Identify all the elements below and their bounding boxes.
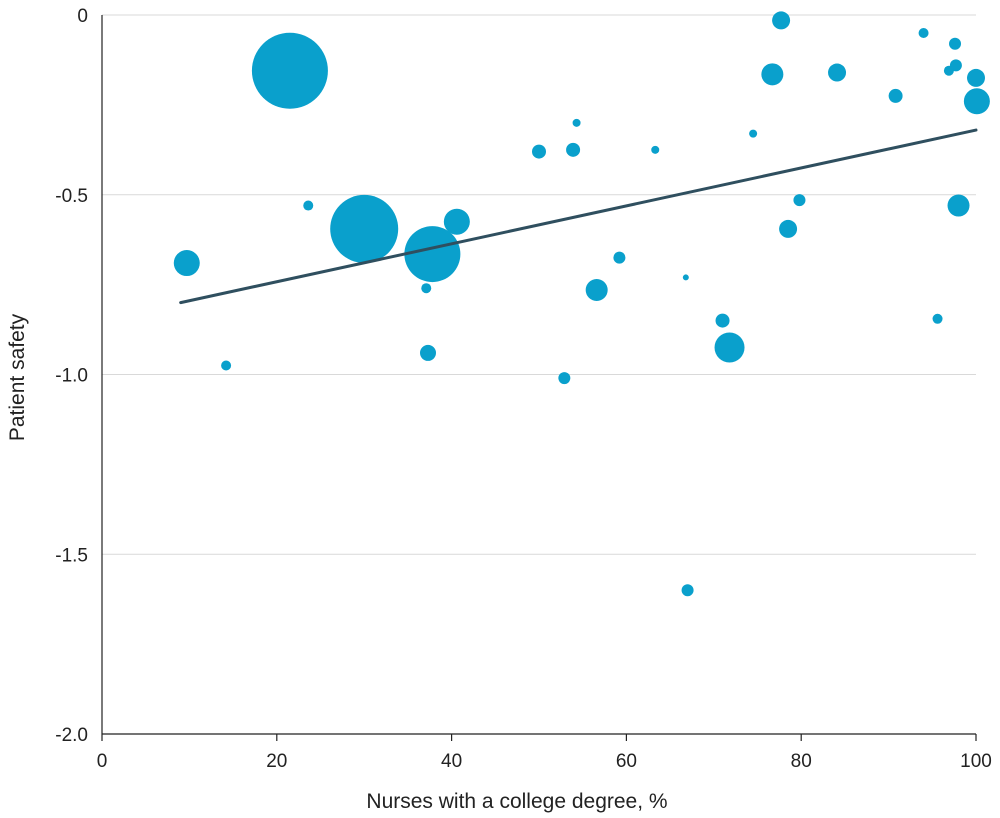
x-tick-label: 40	[441, 751, 462, 772]
axes	[101, 15, 976, 735]
gridlines	[102, 14, 976, 555]
data-point-22	[772, 11, 791, 30]
data-point-34	[963, 88, 990, 115]
data-point-29	[943, 65, 954, 76]
data-point-25	[828, 63, 847, 82]
x-tick-label: 80	[791, 751, 812, 772]
data-point-33	[967, 68, 985, 87]
data-point-16	[682, 274, 689, 281]
data-point-9	[532, 144, 546, 159]
data-point-27	[918, 27, 929, 38]
data-point-0	[251, 32, 328, 109]
data-point-7	[421, 283, 432, 294]
data-point-6	[303, 200, 314, 211]
fit-line	[179, 128, 978, 305]
data-point-12	[558, 372, 571, 385]
y-tick-label: -0.5	[55, 186, 88, 207]
data-point-32	[947, 194, 970, 217]
y-tick-label: -1.0	[55, 366, 88, 387]
data-point-13	[585, 279, 608, 302]
x-tick-label: 60	[616, 751, 637, 772]
data-point-11	[572, 118, 581, 127]
y-tick-label: -2.0	[55, 725, 88, 746]
x-tick-label: 100	[960, 751, 992, 772]
x-tick-label: 20	[266, 751, 287, 772]
data-point-23	[779, 219, 798, 238]
data-point-4	[173, 250, 200, 277]
data-point-2	[404, 226, 461, 283]
data-point-3	[443, 208, 470, 235]
data-point-15	[651, 145, 660, 154]
data-point-5	[221, 360, 232, 371]
data-point-30	[949, 37, 962, 50]
y-tick-label: 0	[77, 6, 88, 27]
data-point-21	[761, 63, 784, 86]
y-axis-label: Patient safety	[6, 313, 29, 441]
data-point-17	[681, 584, 694, 597]
data-point-10	[566, 142, 581, 157]
fit-line-group	[179, 128, 978, 305]
x-tick-label: 0	[97, 751, 108, 772]
data-points	[173, 11, 990, 597]
x-axis-label: Nurses with a college degree, %	[366, 790, 667, 813]
data-point-14	[613, 251, 626, 264]
data-point-26	[888, 88, 903, 103]
data-point-24	[793, 194, 806, 207]
data-point-28	[932, 313, 943, 324]
data-point-19	[714, 332, 745, 363]
data-point-1	[330, 194, 399, 263]
x-axis-ticks: 0 20 40 60 80 100	[97, 734, 992, 772]
data-point-8	[420, 344, 437, 361]
y-axis-ticks: 0 -0.5 -1.0 -1.5 -2.0	[55, 6, 88, 746]
y-tick-label: -1.5	[55, 545, 88, 566]
data-point-20	[749, 129, 758, 138]
data-point-18	[715, 313, 730, 328]
